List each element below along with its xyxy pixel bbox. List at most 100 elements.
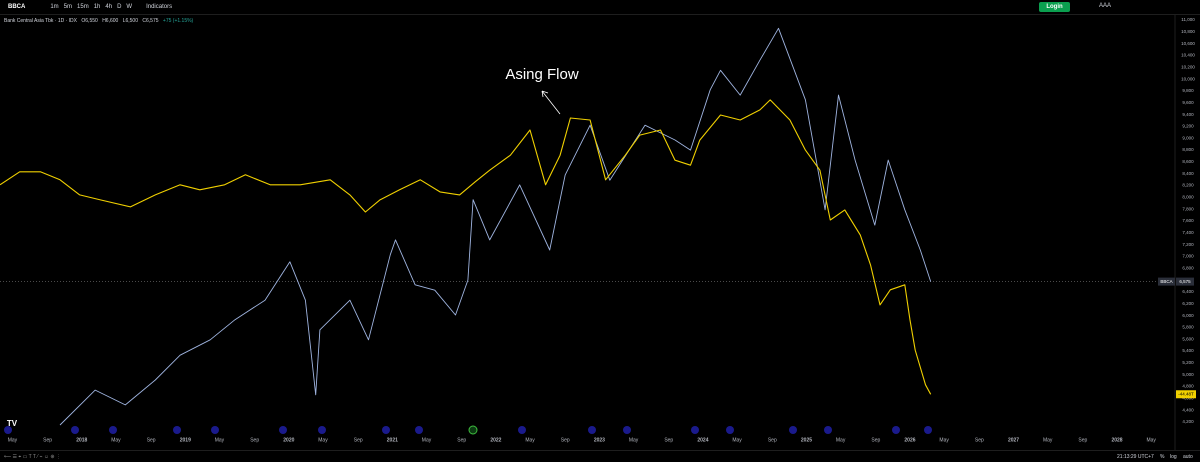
y-tick-label: 4,200 xyxy=(1182,419,1194,424)
x-tick-label: Sep xyxy=(354,437,363,443)
x-tick-label: 2028 xyxy=(1111,437,1122,443)
event-marker xyxy=(789,426,797,434)
x-tick-label: 2021 xyxy=(387,437,398,443)
x-tick-label: 2024 xyxy=(697,437,708,443)
y-tick-label: 8,400 xyxy=(1182,171,1194,176)
event-marker xyxy=(109,426,117,434)
y-tick-label: 9,000 xyxy=(1182,135,1194,140)
y-tick-label: 7,400 xyxy=(1182,230,1194,235)
interval[interactable]: D xyxy=(117,4,122,10)
y-tick-label: 10,400 xyxy=(1181,53,1195,58)
flow-tag xyxy=(1176,390,1196,399)
y-tick-label: 7,000 xyxy=(1182,254,1194,259)
y-tick-label: 9,600 xyxy=(1182,100,1194,105)
y-tick-label: 4,800 xyxy=(1182,384,1194,389)
flow-line xyxy=(0,99,932,395)
x-tick-label: May xyxy=(525,437,535,443)
event-marker xyxy=(588,426,596,434)
price-tag xyxy=(1176,277,1194,286)
x-tick-label: 2025 xyxy=(801,437,812,443)
x-tick-label: Sep xyxy=(871,437,880,443)
change: +75 (+1.15%) xyxy=(162,18,194,24)
x-tick-label: May xyxy=(939,437,949,443)
x-tick-label: May xyxy=(422,437,432,443)
x-tick-label: Sep xyxy=(1078,437,1087,443)
event-marker xyxy=(279,426,287,434)
clock: 21:13:29 UTC+7 xyxy=(1117,454,1154,460)
x-tick-label: Sep xyxy=(457,437,466,443)
event-marker xyxy=(318,426,326,434)
y-tick-label: 5,800 xyxy=(1182,325,1194,330)
y-tick-label: 6,400 xyxy=(1182,289,1194,294)
interval[interactable]: 1m xyxy=(50,4,59,10)
x-tick-label: May xyxy=(8,437,18,443)
y-tick-label: 9,800 xyxy=(1182,88,1194,93)
y-tick-label: 10,000 xyxy=(1181,76,1195,81)
chart: Asing Flow 4,2004,4004,6004,8005,0005,20… xyxy=(0,14,1196,450)
x-tick-label: 2019 xyxy=(180,437,191,443)
price-tag-label: 6,575 xyxy=(1179,279,1191,284)
event-marker xyxy=(415,426,423,434)
y-tick-label: 8,200 xyxy=(1182,183,1194,188)
event-marker xyxy=(924,426,932,434)
open: O6,550 xyxy=(81,18,98,24)
x-tick-label: 2027 xyxy=(1008,437,1019,443)
x-tick-label: May xyxy=(215,437,225,443)
x-tick-label: 2018 xyxy=(76,437,87,443)
x-tick-label: 2022 xyxy=(490,437,501,443)
account[interactable]: AAA xyxy=(1099,3,1112,9)
interval[interactable]: 5m xyxy=(63,4,73,10)
event-marker xyxy=(71,426,79,434)
intervals: 1m 5m 15m 1h 4h D W xyxy=(45,4,132,10)
annotation-arrow xyxy=(541,90,561,115)
x-tick-label: May xyxy=(1043,437,1053,443)
low: L6,500 xyxy=(122,18,138,24)
x-tick-label: Sep xyxy=(664,437,673,443)
event-marker xyxy=(518,426,526,434)
x-tick-label: Sep xyxy=(250,437,259,443)
event-marker xyxy=(726,426,734,434)
y-tick-label: 8,600 xyxy=(1182,159,1194,164)
x-tick-label: Sep xyxy=(561,437,570,443)
y-tick-label: 5,000 xyxy=(1182,372,1194,377)
event-marker xyxy=(824,426,832,434)
y-tick-label: 10,600 xyxy=(1181,41,1195,46)
interval[interactable]: 4h xyxy=(105,4,113,10)
y-tick-label: 7,200 xyxy=(1182,242,1194,247)
top-toolbar: BBCA 1m 5m 15m 1h 4h D W Indicators xyxy=(0,0,1200,15)
x-tick-label: May xyxy=(836,437,846,443)
y-tick-label: 8,800 xyxy=(1182,147,1194,152)
event-marker xyxy=(173,426,181,434)
symbol[interactable]: BBCA xyxy=(8,4,26,10)
close: C6,575 xyxy=(142,18,159,24)
tv-logo: TV xyxy=(7,419,18,428)
indicators-button[interactable]: Indicators xyxy=(146,4,173,10)
interval[interactable]: 1h xyxy=(93,4,101,10)
y-tick-label: 8,000 xyxy=(1182,195,1194,200)
percent-toggle[interactable]: % xyxy=(1160,454,1165,460)
y-tick-label: 7,800 xyxy=(1182,206,1194,211)
x-tick-label: 2020 xyxy=(283,437,294,443)
event-marker xyxy=(4,426,12,434)
flow-tag-label: -44.48T xyxy=(1178,391,1194,396)
y-tick-label: 9,200 xyxy=(1182,124,1194,129)
y-tick-label: 11,000 xyxy=(1181,17,1195,22)
x-tick-label: 2023 xyxy=(594,437,605,443)
interval[interactable]: W xyxy=(126,4,133,10)
y-tick-label: 6,000 xyxy=(1182,313,1194,318)
interval[interactable]: 15m xyxy=(77,4,89,10)
event-marker xyxy=(691,426,699,434)
high: H6,600 xyxy=(102,18,119,24)
bottom-toolbar: ⟵ ☰ ⌖ ▭ T T ⁄ ⌁ ☺ ⊕ ⋮ 21:13:29 UTC+7 % l… xyxy=(0,450,1200,462)
event-marker xyxy=(382,426,390,434)
event-marker xyxy=(623,426,631,434)
x-tick-label: Sep xyxy=(43,437,52,443)
x-tick-label: May xyxy=(318,437,328,443)
y-tick-label: 5,600 xyxy=(1182,336,1194,341)
log-toggle[interactable]: log xyxy=(1170,454,1177,460)
login-button[interactable]: Login xyxy=(1039,2,1070,12)
x-tick-label: Sep xyxy=(147,437,156,443)
auto-toggle[interactable]: auto xyxy=(1183,454,1193,460)
y-tick-label: 6,800 xyxy=(1182,265,1194,270)
